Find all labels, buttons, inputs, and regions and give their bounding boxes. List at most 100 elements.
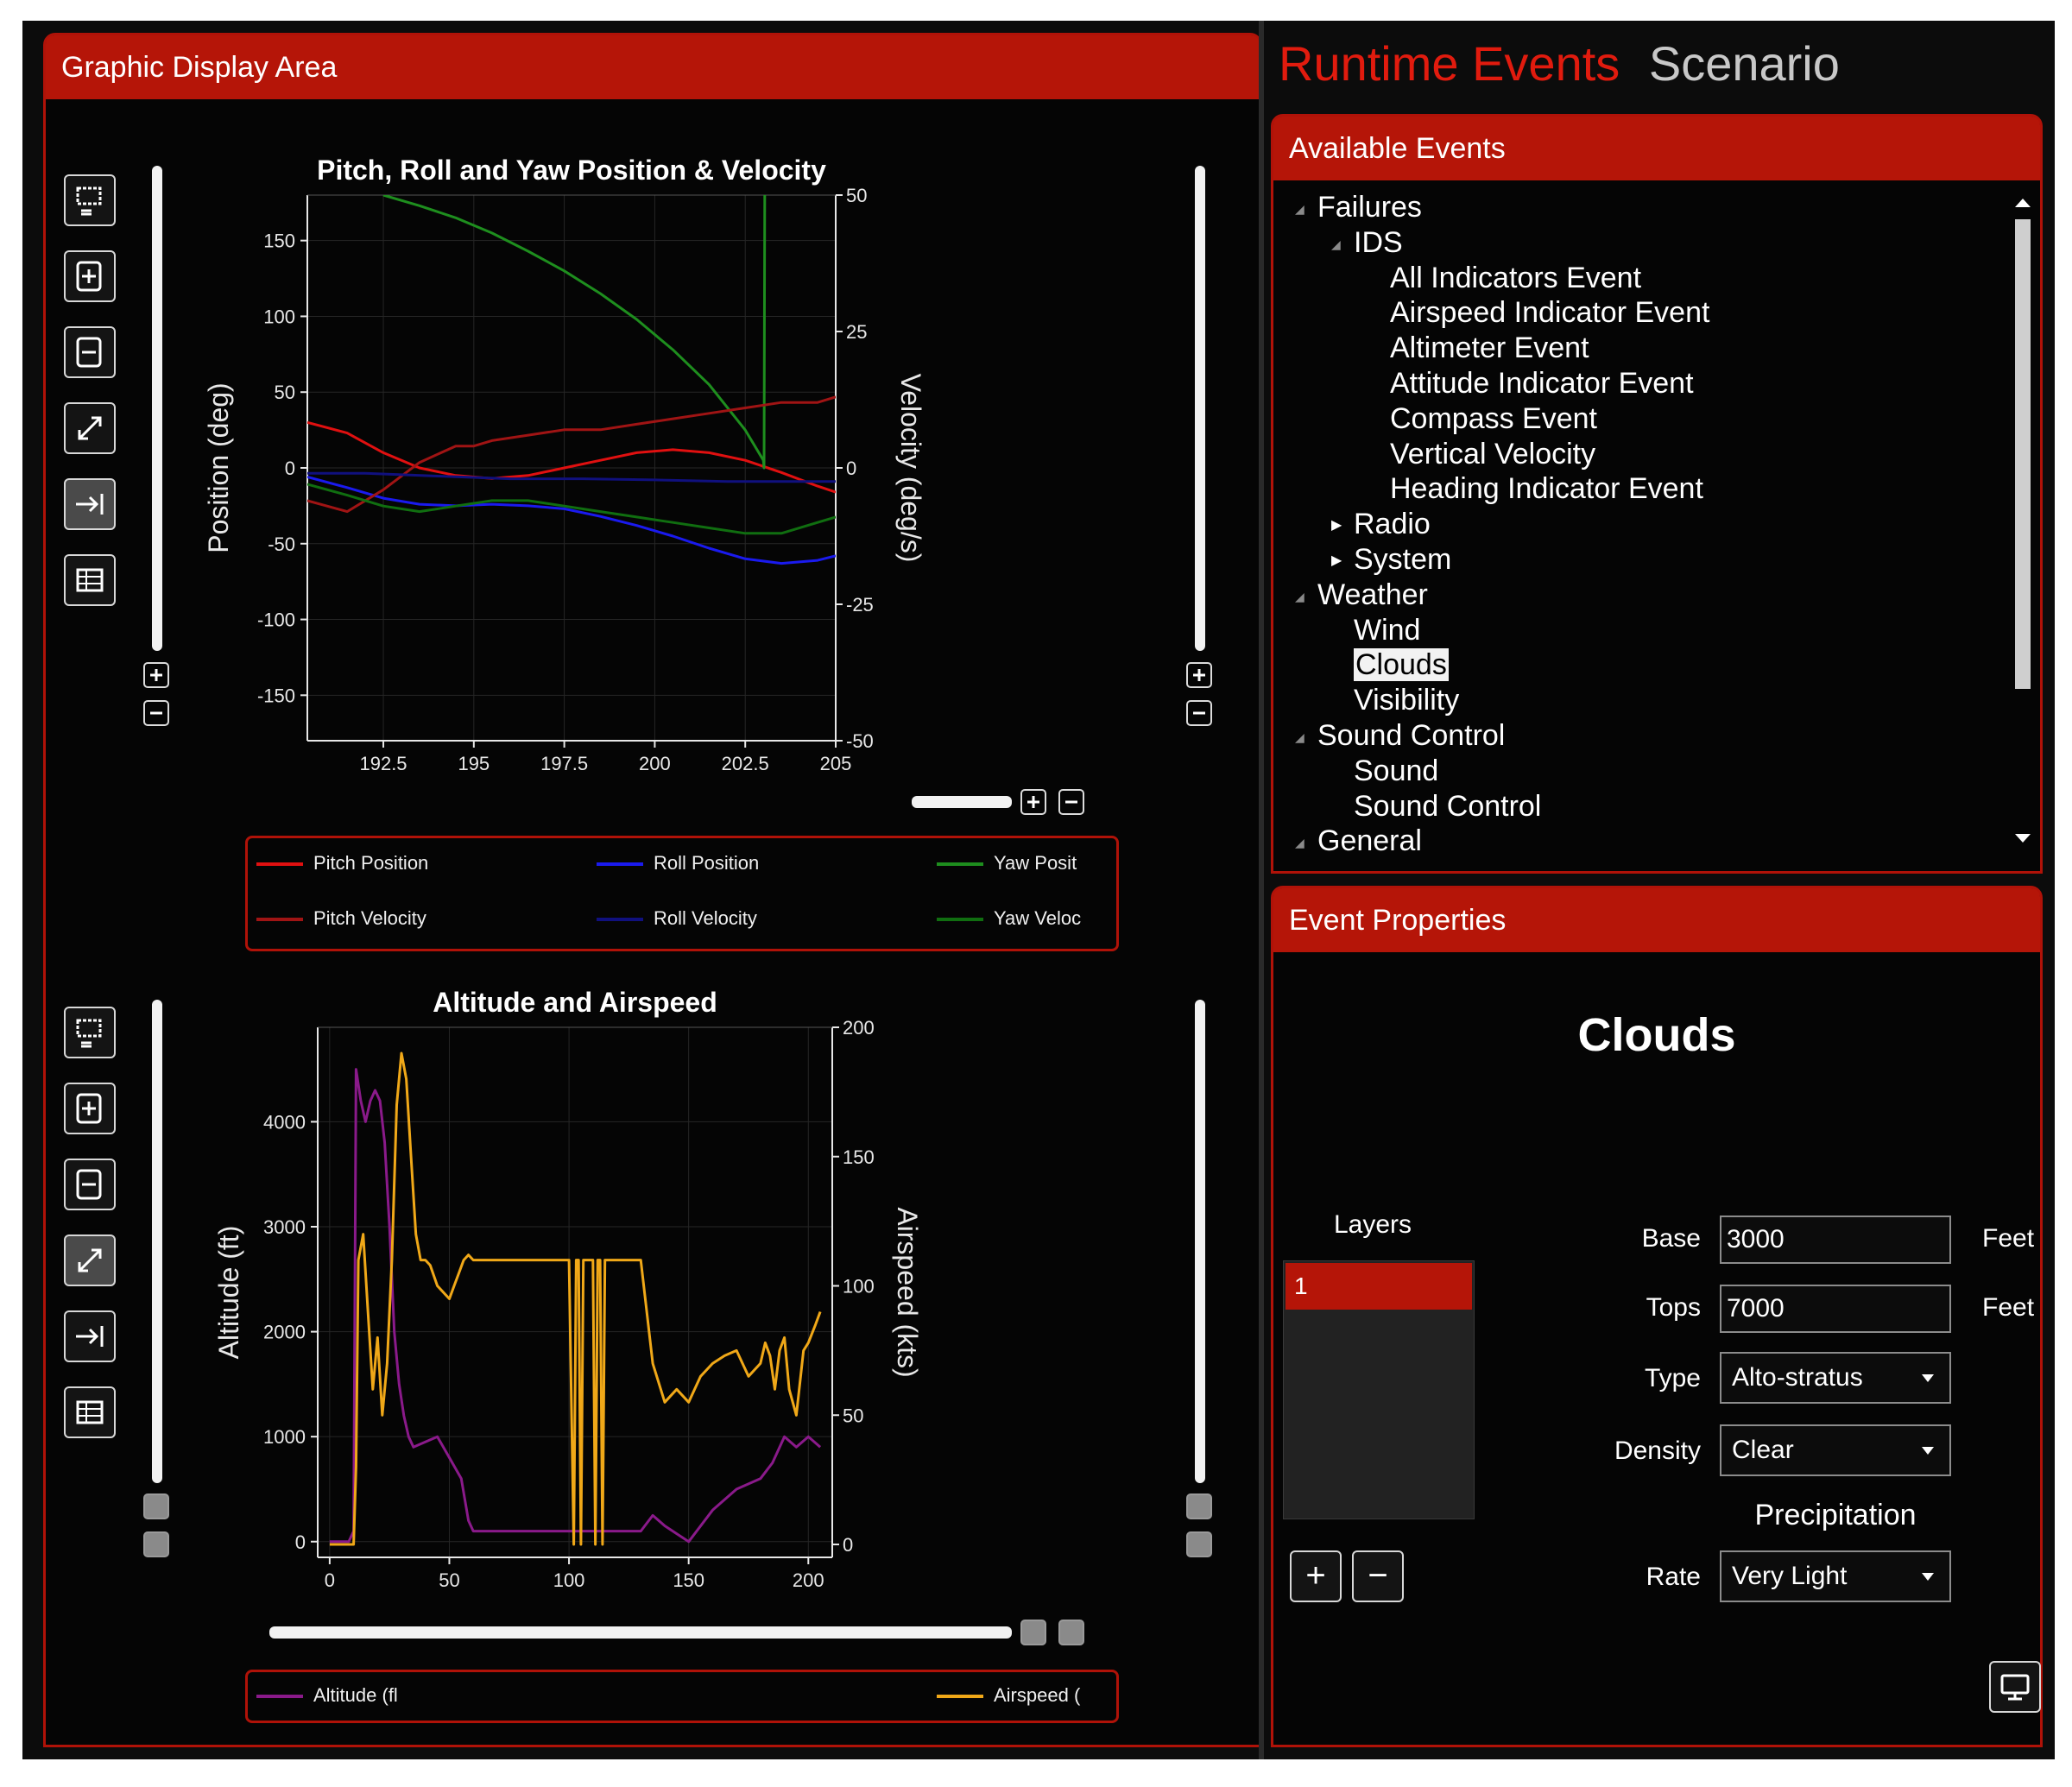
chart2-y2-scrollbar[interactable] — [1195, 1000, 1205, 1483]
base-input[interactable]: 3000 — [1720, 1216, 1951, 1264]
tree-item[interactable]: Attitude Indicator Event — [1390, 366, 1694, 401]
y-tick-label: 4000 — [263, 1111, 306, 1133]
follow-icon[interactable] — [64, 478, 116, 530]
tree-item[interactable]: ▶ System — [1331, 542, 1451, 577]
tree-item[interactable]: Sound Control — [1354, 789, 1541, 824]
zoom-extents-icon[interactable] — [64, 1234, 116, 1286]
chart1-y2-zoom-in-icon[interactable] — [1186, 662, 1212, 688]
tree-expanded-icon[interactable]: ◢ — [1331, 237, 1341, 251]
tree-item[interactable]: Airspeed Indicator Event — [1390, 295, 1709, 330]
chart2-y2-zoom-out-icon[interactable] — [1186, 1531, 1212, 1557]
zoom-region-icon[interactable] — [64, 174, 116, 226]
y-tick-label: 150 — [263, 230, 295, 252]
y2-tick-label: -50 — [846, 730, 874, 752]
graphic-display-title: Graphic Display Area — [46, 35, 1260, 99]
chart2-x-scrollbar[interactable] — [269, 1626, 1012, 1639]
chart1-y-zoom-out-icon[interactable] — [143, 700, 169, 726]
tree-item[interactable]: Vertical Velocity — [1390, 437, 1595, 471]
add-layer-button[interactable]: + — [1290, 1550, 1342, 1602]
zoom-out-icon[interactable] — [64, 326, 116, 378]
y2-tick-label: 100 — [843, 1276, 875, 1298]
density-select[interactable]: Clear — [1720, 1424, 1951, 1476]
tree-item[interactable]: Clouds — [1354, 647, 1449, 682]
tree-item[interactable]: ▶ Radio — [1331, 507, 1431, 541]
tree-item[interactable]: Heading Indicator Event — [1390, 471, 1703, 506]
legend-item[interactable]: Roll Velocity — [597, 907, 757, 930]
tree-item[interactable]: Compass Event — [1390, 401, 1597, 436]
tree-item[interactable]: Altimeter Event — [1390, 331, 1589, 365]
tab-runtime-events[interactable]: Runtime Events — [1279, 36, 1620, 91]
y-tick-label: -50 — [268, 534, 295, 555]
tree-item[interactable]: Wind — [1354, 613, 1420, 647]
scroll-down-icon[interactable] — [2015, 834, 2031, 843]
legend-item[interactable]: Yaw Veloc — [937, 907, 1081, 930]
chart1-y2-zoom-out-icon[interactable] — [1186, 700, 1212, 726]
legend-item[interactable]: Pitch Velocity — [256, 907, 426, 930]
chart2-y-zoom-in-icon[interactable] — [143, 1493, 169, 1519]
monitor-icon[interactable] — [1989, 1661, 2041, 1713]
pitch-roll-yaw-chart[interactable]: 192.5 195 197.5 200 202.5 205 150 100 50 0 -50 -100… — [178, 123, 1179, 796]
x-tick-label: 200 — [793, 1569, 824, 1591]
tab-scenario[interactable]: Scenario — [1648, 36, 1840, 91]
tree-item[interactable]: Sound — [1354, 754, 1438, 788]
chart2-y-zoom-out-icon[interactable] — [143, 1531, 169, 1557]
tops-unit: Feet — [1982, 1293, 2035, 1322]
legend-swatch — [256, 862, 303, 867]
tops-input[interactable]: 7000 — [1720, 1285, 1951, 1333]
zoom-in-icon[interactable] — [64, 1083, 116, 1134]
export-icon[interactable] — [64, 554, 116, 606]
follow-icon[interactable] — [64, 1310, 116, 1362]
scroll-up-icon[interactable] — [2015, 199, 2031, 207]
chart2-y2-zoom-in-icon[interactable] — [1186, 1493, 1212, 1519]
tree-item[interactable]: ◢ General — [1295, 824, 1422, 858]
legend-item[interactable]: Altitude (fl — [256, 1684, 398, 1707]
tree-expanded-icon[interactable]: ◢ — [1295, 730, 1304, 744]
chart2-x-zoom-in-icon[interactable] — [1020, 1620, 1046, 1645]
precipitation-label: Precipitation — [1754, 1499, 1917, 1531]
type-select[interactable]: Alto-stratus — [1720, 1352, 1951, 1404]
chart1-y2-scrollbar[interactable] — [1195, 166, 1205, 651]
tree-item-label: Visibility — [1354, 684, 1460, 717]
tree-item[interactable]: ◢ Failures — [1295, 190, 1422, 224]
chart1-y-zoom-in-icon[interactable] — [143, 662, 169, 688]
chevron-down-icon — [1922, 1573, 1934, 1581]
tree-item[interactable]: All Indicators Event — [1390, 261, 1641, 295]
chart1-x-zoom-in-icon[interactable] — [1020, 789, 1046, 815]
legend-swatch — [597, 862, 643, 867]
rate-select[interactable]: Very Light — [1720, 1550, 1951, 1602]
zoom-region-icon[interactable] — [64, 1007, 116, 1058]
tree-item[interactable]: ◢ IDS — [1331, 225, 1403, 260]
x-tick-label: 192.5 — [359, 753, 407, 774]
tree-expanded-icon[interactable]: ◢ — [1295, 836, 1304, 850]
chart1-x-zoom-out-icon[interactable] — [1058, 789, 1084, 815]
legend-item[interactable]: Airspeed ( — [937, 1684, 1080, 1707]
scroll-thumb[interactable] — [2015, 219, 2031, 689]
chart1-x-scrollbar[interactable] — [912, 796, 1012, 808]
tree-expanded-icon[interactable]: ◢ — [1295, 202, 1304, 216]
remove-layer-button[interactable]: − — [1352, 1550, 1404, 1602]
legend-item[interactable]: Roll Position — [597, 852, 759, 875]
layer-item-1[interactable]: 1 — [1286, 1263, 1472, 1310]
tree-item[interactable]: ◢ Sound Control — [1295, 718, 1505, 753]
tree-scrollbar[interactable] — [2012, 193, 2034, 849]
chart2-x-zoom-out-icon[interactable] — [1058, 1620, 1084, 1645]
event-properties-title: Event Properties — [1273, 888, 2040, 952]
x-tick-label: 50 — [439, 1569, 459, 1591]
zoom-out-icon[interactable] — [64, 1159, 116, 1210]
chart1-y-scrollbar[interactable] — [152, 166, 162, 651]
zoom-extents-icon[interactable] — [64, 402, 116, 454]
y-tick-label: 1000 — [263, 1426, 306, 1448]
altitude-airspeed-chart[interactable]: 0 50 100 150 200 4000 3000 2000 1000 0 200 150 100 50… — [178, 953, 1179, 1618]
tree-item-label: Compass Event — [1390, 401, 1597, 435]
tree-item[interactable]: Visibility — [1354, 683, 1459, 717]
tree-expanded-icon[interactable]: ◢ — [1295, 589, 1304, 603]
zoom-in-icon[interactable] — [64, 250, 116, 302]
chart2-y-scrollbar[interactable] — [152, 1000, 162, 1483]
legend-item[interactable]: Pitch Position — [256, 852, 428, 875]
tree-collapsed-icon[interactable]: ▶ — [1331, 518, 1342, 534]
tree-collapsed-icon[interactable]: ▶ — [1331, 553, 1342, 568]
export-icon[interactable] — [64, 1386, 116, 1438]
chevron-down-icon — [1922, 1447, 1934, 1455]
legend-item[interactable]: Yaw Posit — [937, 852, 1077, 875]
tree-item[interactable]: ◢ Weather — [1295, 578, 1428, 612]
